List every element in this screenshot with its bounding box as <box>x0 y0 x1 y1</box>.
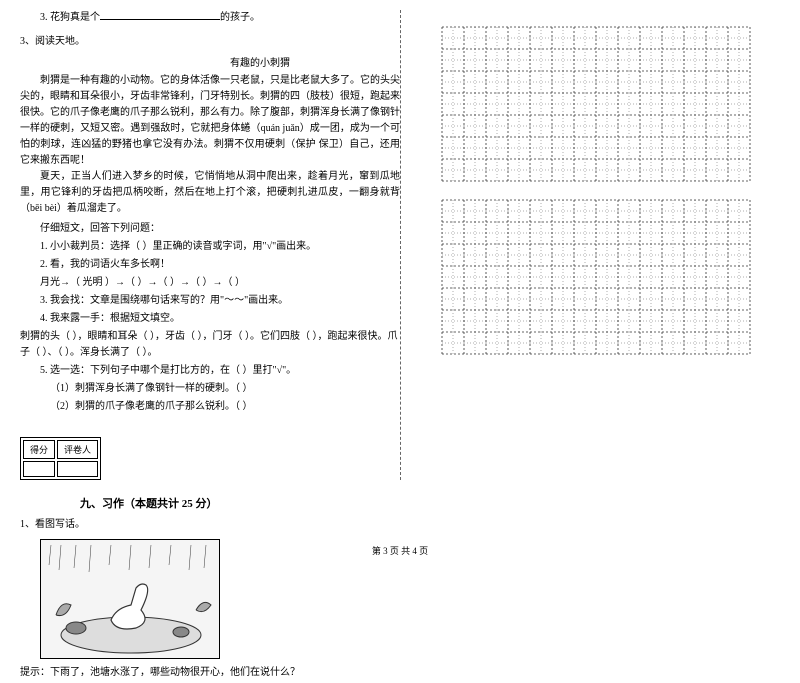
sub-question-1: 1. 小小裁判员：选择（ ）里正确的读音或字词，用"√"画出来。 <box>20 239 400 255</box>
sub-question-5: 5. 选一选：下列句子中哪个是打比方的，在（ ）里打"√"。 <box>20 363 400 379</box>
score-table: 得分 评卷人 <box>20 437 101 480</box>
score-cell[interactable] <box>23 461 55 477</box>
passage-title: 有趣的小刺猬 <box>20 54 400 69</box>
sub-question-5b: （2）刺猬的爪子像老鹰的爪子那么锐利。（ ） <box>20 399 400 415</box>
blank-fill[interactable] <box>100 10 220 20</box>
sub-question-4-fill: 刺猬的头（ ），眼睛和耳朵（ ），牙齿（ ），门牙（ ）。它们四肢（ ），跑起来… <box>20 329 400 361</box>
sub-question-5a: （1）刺猬浑身长满了像钢针一样的硬刺。（ ） <box>20 381 400 397</box>
page-footer: 第 3 页 共 4 页 <box>0 544 800 557</box>
writing-grid-1[interactable] <box>440 25 780 183</box>
q2-suffix: 的孩子。 <box>220 12 260 23</box>
writing-hint: 提示：下雨了，池塘水涨了，哪些动物很开心，他们在说什么？ <box>20 665 400 681</box>
section-9-title: 九、习作（本题共计 25 分） <box>80 495 400 511</box>
reviewer-cell[interactable] <box>57 461 98 477</box>
passage-paragraph-2: 夏天，正当人们进入梦乡的时候，它悄悄地从洞中爬出来，趁着月光，窜到瓜地里，用它锋… <box>20 169 400 217</box>
sub-question-2: 2. 看，我的词语火车多长啊！ <box>20 257 400 273</box>
sub-question-3: 3. 我会找：文章是围绕哪句话来写的？用"～～"画出来。 <box>20 293 400 309</box>
score-label: 得分 <box>23 440 55 459</box>
passage-paragraph-1: 刺猬是一种有趣的小动物。它的身体活像一只老鼠，只是比老鼠大多了。它的头尖尖的，眼… <box>20 73 400 169</box>
writing-question: 1、看图写话。 <box>20 517 400 533</box>
sub-question-4: 4. 我来露一手：根据短文填空。 <box>20 311 400 327</box>
sub-question-2-chain: 月光→（ 光明 ）→（ ）→（ ）→（ ）→（ ） <box>20 275 400 291</box>
writing-image <box>40 539 220 659</box>
questions-intro: 仔细短文，回答下列问题： <box>20 221 400 237</box>
question-3-heading: 3、阅读天地。 <box>20 34 400 50</box>
question-2-line-3: 3. 花狗真是个 的孩子。 <box>20 10 400 26</box>
q2-prefix: 3. 花狗真是个 <box>40 12 100 23</box>
column-divider <box>400 10 401 480</box>
writing-grid-2[interactable] <box>440 198 780 356</box>
reviewer-label: 评卷人 <box>57 440 98 459</box>
